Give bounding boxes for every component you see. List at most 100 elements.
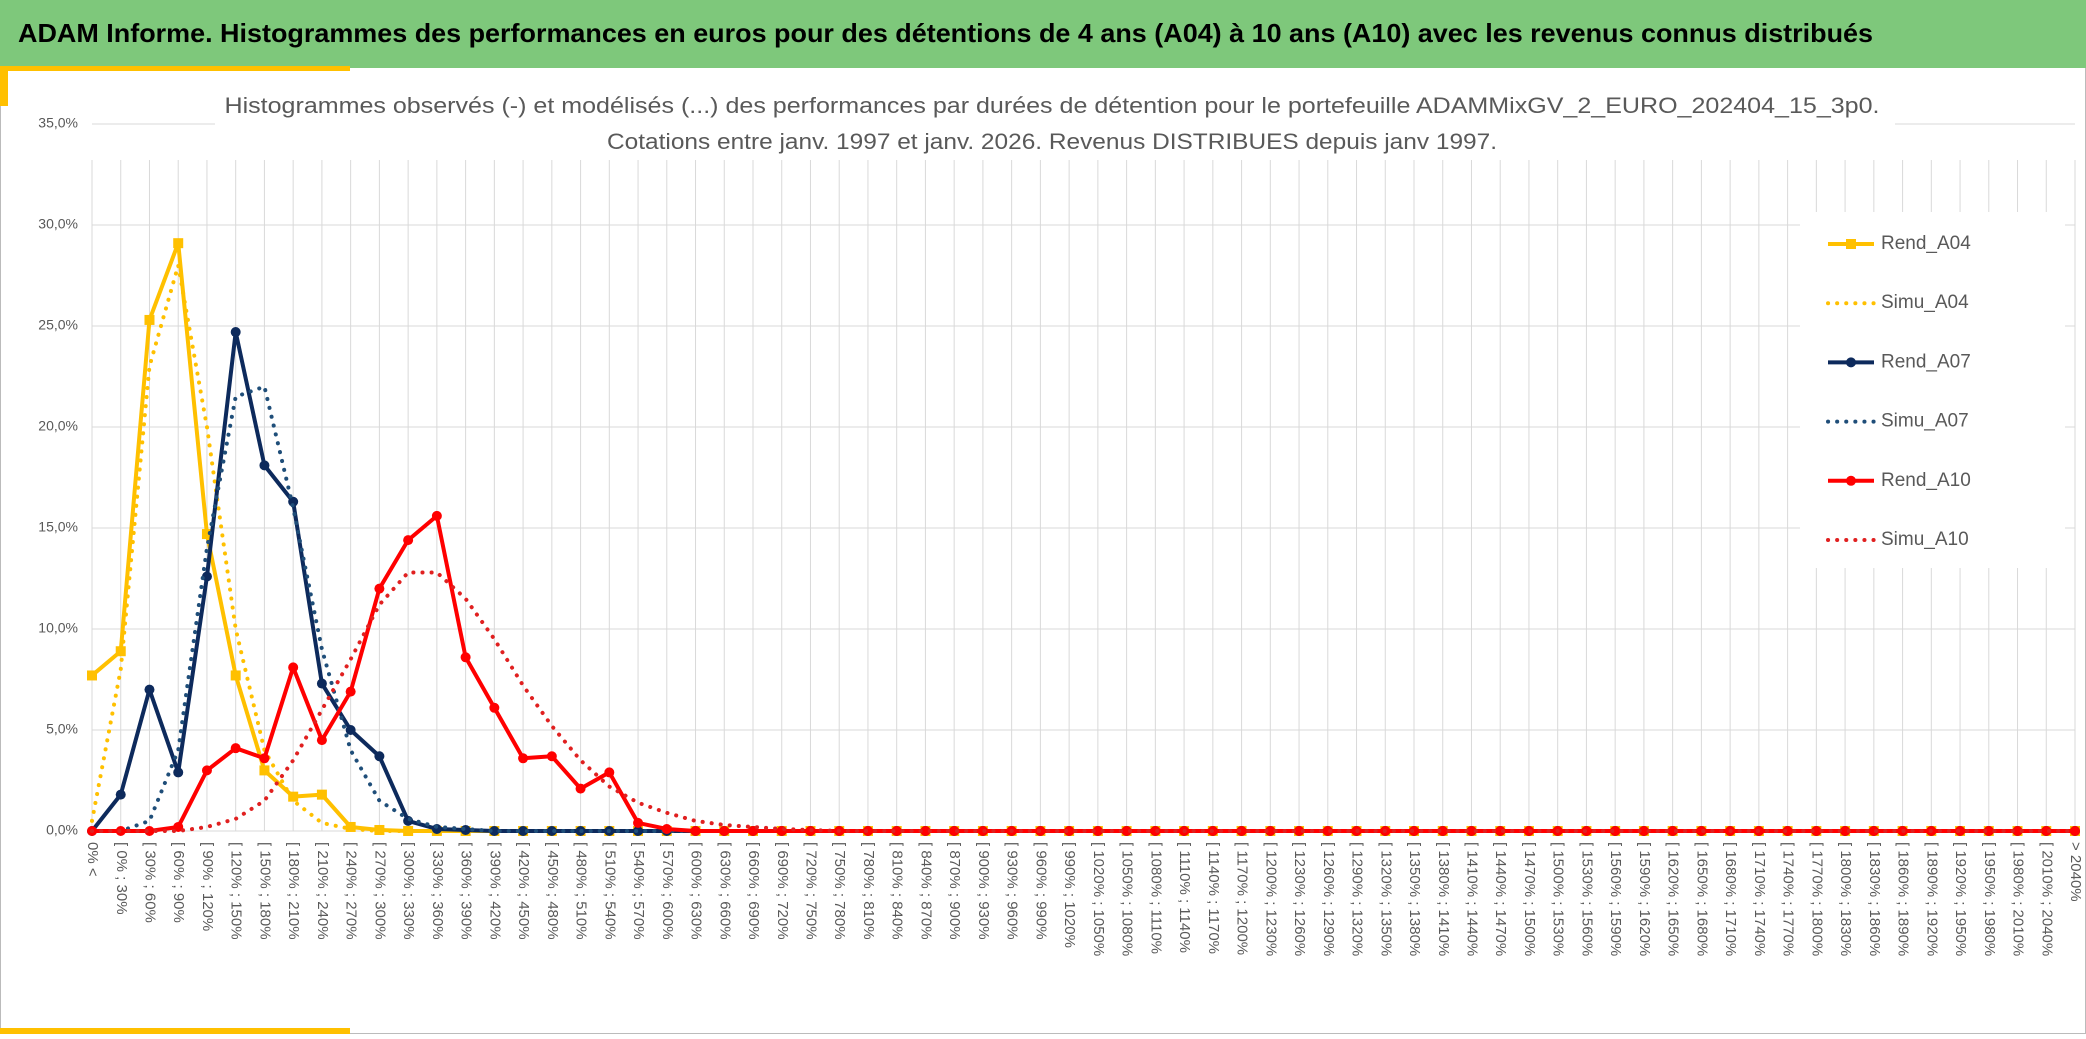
x-tick-label: [ 1740% ; 1770%	[1780, 842, 1797, 956]
x-tick-label: [ 570% ; 600%	[659, 842, 676, 940]
y-tick-label: 30,0%	[38, 216, 78, 232]
x-tick-label: [ 870% ; 900%	[946, 842, 963, 940]
x-tick-label: [ 510% ; 540%	[601, 842, 618, 940]
x-tick-label: > 2040%	[2067, 842, 2084, 902]
x-tick-label: [ 720% ; 750%	[803, 842, 820, 940]
x-tick-label: 0% <	[84, 842, 101, 877]
x-tick-label: [ 210% ; 240%	[314, 842, 331, 940]
marker	[87, 670, 97, 681]
marker	[316, 789, 327, 800]
marker	[144, 314, 155, 325]
series-line	[90, 570, 2077, 833]
x-tick-label: [ 270% ; 300%	[371, 842, 388, 940]
marker	[288, 662, 299, 673]
x-tick-label: [ 1710% ; 1740%	[1751, 842, 1768, 956]
marker	[1437, 826, 1448, 836]
x-tick-label: [ 1410% ; 1440%	[1464, 842, 1481, 956]
x-tick-label: [ 930% ; 960%	[1004, 842, 1021, 940]
marker	[1811, 826, 1822, 836]
marker	[230, 670, 241, 681]
marker	[230, 327, 241, 338]
x-tick-label: [ 600% ; 630%	[688, 842, 705, 940]
header-bar	[0, 0, 2086, 68]
marker	[2041, 826, 2052, 836]
x-tick-label: [ 1920% ; 1950%	[1952, 842, 1969, 956]
legend-marker	[1846, 239, 1856, 249]
legend-label: Simu_A04	[1881, 292, 1969, 313]
x-tick-label: [ 1860% ; 1890%	[1895, 842, 1912, 956]
x-tick-label: [ 750% ; 780%	[831, 842, 848, 940]
marker	[259, 753, 270, 764]
marker	[173, 238, 184, 249]
marker	[259, 460, 270, 471]
x-tick-label: [ 660% ; 690%	[745, 842, 762, 940]
marker	[1265, 826, 1276, 836]
x-tick-label: [ 1980% ; 2010%	[2010, 842, 2027, 956]
x-tick-label: [ 840% ; 870%	[917, 842, 934, 940]
x-tick-label: [ 450% ; 480%	[544, 842, 561, 940]
x-tick-label: [ 1560% ; 1590%	[1607, 842, 1624, 956]
marker	[230, 743, 241, 754]
x-tick-label: [ 1080% ; 1110%	[1147, 842, 1164, 954]
header-title: ADAM Informe. Histogrammes des performan…	[18, 18, 1873, 48]
x-tick-label: [ 1770% ; 1800%	[1808, 842, 1825, 956]
x-tick-label: [ 30% ; 60%	[142, 842, 159, 923]
x-tick-label: [ 1320% ; 1350%	[1377, 842, 1394, 956]
x-tick-label: [ 1590% ; 1620%	[1636, 842, 1653, 956]
accent-top	[0, 66, 350, 71]
x-tick-label: [ 1050% ; 1080%	[1119, 842, 1136, 956]
x-tick-label: [ 1680% ; 1710%	[1722, 842, 1739, 956]
marker	[1466, 826, 1477, 836]
marker	[633, 817, 644, 828]
marker	[518, 753, 529, 764]
title-bg	[215, 88, 1895, 160]
marker	[201, 529, 212, 540]
x-tick-label: [ 540% ; 570%	[630, 842, 647, 940]
marker	[345, 821, 356, 832]
x-tick-label: [ 1200% ; 1230%	[1262, 842, 1279, 956]
marker	[1092, 826, 1103, 836]
x-tick-label: [ 1830% ; 1860%	[1866, 842, 1883, 956]
x-tick-label: [ 1800% ; 1830%	[1837, 842, 1854, 956]
x-tick-label: [ 120% ; 150%	[228, 842, 245, 940]
x-tick-label: [ 1350% ; 1380%	[1406, 842, 1423, 956]
x-tick-label: [ 1260% ; 1290%	[1320, 842, 1337, 956]
marker	[604, 767, 615, 778]
marker	[489, 702, 500, 713]
x-tick-label: [ 900% ; 930%	[975, 842, 992, 940]
marker	[201, 765, 212, 776]
marker	[403, 815, 414, 826]
marker	[546, 751, 557, 762]
marker	[374, 583, 385, 594]
marker	[173, 821, 184, 832]
x-tick-label: [ 480% ; 510%	[573, 842, 590, 940]
x-tick-label: [ 180% ; 210%	[285, 842, 302, 940]
x-tick-label: [ 1140% ; 1170%	[1205, 842, 1222, 954]
x-tick-label: [ 300% ; 330%	[400, 842, 417, 940]
x-tick-label: [ 780% ; 810%	[860, 842, 877, 940]
marker	[460, 652, 471, 663]
marker	[259, 765, 270, 776]
x-tick-label: [ 1500% ; 1530%	[1550, 842, 1567, 956]
marker	[1868, 826, 1879, 836]
marker	[1782, 826, 1793, 836]
x-tick-label: [ 960% ; 990%	[1032, 842, 1049, 940]
chart: 0,0% 5,0% 10,0% 15,0% 20,0% 25,0% 30,0% 35,0% Hi…	[38, 88, 2084, 956]
marker	[1322, 826, 1333, 836]
x-tick-label: [ 390% ; 420%	[486, 842, 503, 940]
x-tick-label: [ 240% ; 270%	[343, 842, 360, 940]
marker	[1667, 826, 1678, 836]
marker	[1236, 826, 1247, 836]
x-tick-label: [ 330% ; 360%	[429, 842, 446, 940]
marker	[288, 496, 299, 507]
x-tick-label: [ 2010% ; 2040%	[2038, 842, 2055, 956]
y-tick-label: 5,0%	[46, 721, 78, 737]
legend-marker	[1846, 475, 1856, 486]
marker	[345, 725, 356, 735]
marker	[1064, 826, 1075, 836]
x-tick-label: [ 1230% ; 1260%	[1291, 842, 1308, 956]
marker	[115, 789, 126, 800]
x-tick-label: [ 1440% ; 1470%	[1492, 842, 1509, 956]
marker	[144, 684, 155, 695]
